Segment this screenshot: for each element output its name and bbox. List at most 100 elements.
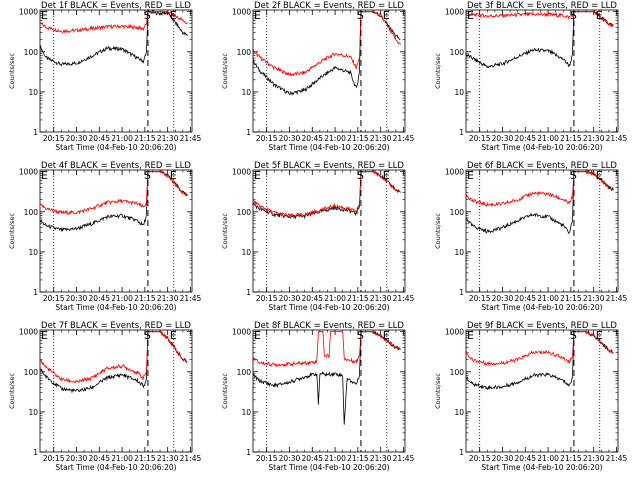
x-tick-label: 20:30 xyxy=(492,454,514,463)
chart-title: Det 5f BLACK = Events, RED = LLD xyxy=(254,161,404,171)
marker-label: E xyxy=(383,329,390,342)
x-axis-label: Start Time (04-Feb-10 20:06:20) xyxy=(55,463,176,472)
y-tick-label: 1 xyxy=(459,288,464,297)
plot-frame xyxy=(39,169,193,293)
x-tick-label: 21:15 xyxy=(560,294,582,303)
plot-frame xyxy=(39,329,193,453)
x-tick-label: 21:30 xyxy=(370,134,392,143)
x-tick-label: 20:30 xyxy=(279,454,301,463)
marker-label: E xyxy=(596,169,603,182)
x-tick-label: 21:45 xyxy=(606,294,628,303)
marker-label: S xyxy=(144,169,151,182)
x-tick-label: 20:30 xyxy=(66,134,88,143)
y-tick-label: 10 xyxy=(28,88,38,97)
y-tick-label: 100 xyxy=(450,368,465,377)
lld-series-line xyxy=(40,329,188,384)
chart-panel-3: Det 3f BLACK = Events, RED = LLD 1 10 100 10… xyxy=(434,1,628,152)
lld-series-line xyxy=(39,9,188,34)
y-tick-label: 1000 xyxy=(19,168,38,177)
lld-series-line xyxy=(252,170,401,218)
x-tick-label: 21:30 xyxy=(370,294,392,303)
x-tick-label: 21:15 xyxy=(347,134,369,143)
x-tick-label: 21:00 xyxy=(111,134,133,143)
x-tick-label: 21:30 xyxy=(583,294,605,303)
x-tick-label: 20:30 xyxy=(66,294,88,303)
x-tick-label: 20:15 xyxy=(469,134,491,143)
marker-label: E xyxy=(41,169,48,182)
chart-title: Det 1f BLACK = Events, RED = LLD xyxy=(41,1,191,11)
x-tick-label: 20:30 xyxy=(492,294,514,303)
x-tick-label: 21:00 xyxy=(111,294,133,303)
marker-label: S xyxy=(570,169,577,182)
lld-series-line xyxy=(39,169,188,215)
y-tick-label: 100 xyxy=(237,48,252,57)
y-tick-label: 1000 xyxy=(19,328,38,337)
x-axis-label: Start Time (04-Feb-10 20:06:20) xyxy=(481,303,602,312)
plot-frame xyxy=(39,9,193,133)
y-axis-label: Counts/sec xyxy=(8,213,16,249)
x-tick-label: 20:45 xyxy=(301,134,323,143)
y-tick-label: 1 xyxy=(459,128,464,137)
chart-panel-4: Det 4f BLACK = Events, RED = LLD 1 10 100 10… xyxy=(8,161,202,312)
plot-frame xyxy=(252,329,406,453)
marker-label: E xyxy=(254,169,261,182)
chart-panel-9: Det 9f BLACK = Events, RED = LLD 1 10 100 10… xyxy=(434,321,628,472)
x-tick-label: 20:30 xyxy=(66,454,88,463)
plot-frame xyxy=(465,9,619,133)
x-axis-label: Start Time (04-Feb-10 20:06:20) xyxy=(55,303,176,312)
y-tick-label: 1 xyxy=(33,288,38,297)
y-tick-label: 10 xyxy=(454,248,464,257)
x-tick-label: 20:45 xyxy=(514,454,536,463)
y-tick-label: 1000 xyxy=(232,168,251,177)
x-axis-label: Start Time (04-Feb-10 20:06:20) xyxy=(268,143,389,152)
chart-title: Det 3f BLACK = Events, RED = LLD xyxy=(467,1,617,11)
y-tick-label: 1 xyxy=(246,448,251,457)
marker-label: S xyxy=(357,169,364,182)
y-tick-label: 100 xyxy=(450,48,465,57)
chart-panel-8: Det 8f BLACK = Events, RED = LLD 1 10 100 10… xyxy=(221,321,415,472)
marker-label: S xyxy=(357,329,364,342)
x-tick-label: 20:45 xyxy=(301,294,323,303)
x-tick-label: 20:15 xyxy=(43,134,65,143)
events-series-line xyxy=(39,329,188,394)
x-tick-label: 21:00 xyxy=(324,294,346,303)
x-tick-label: 20:15 xyxy=(256,294,278,303)
x-tick-label: 20:45 xyxy=(88,134,110,143)
x-tick-label: 21:45 xyxy=(180,134,202,143)
y-tick-label: 10 xyxy=(28,248,38,257)
marker-label: E xyxy=(467,9,474,22)
x-tick-label: 21:30 xyxy=(157,134,179,143)
x-tick-label: 20:15 xyxy=(469,454,491,463)
x-tick-label: 21:45 xyxy=(393,454,415,463)
y-tick-label: 1 xyxy=(33,448,38,457)
plot-frame xyxy=(465,169,619,293)
x-tick-label: 20:45 xyxy=(88,454,110,463)
marker-label: E xyxy=(170,169,177,182)
y-tick-label: 100 xyxy=(24,208,39,217)
chart-title: Det 2f BLACK = Events, RED = LLD xyxy=(254,1,404,11)
marker-label: E xyxy=(254,329,261,342)
y-axis-label: Counts/sec xyxy=(8,373,16,409)
chart-panel-2: Det 2f BLACK = Events, RED = LLD 1 10 100 10… xyxy=(221,1,415,152)
y-tick-label: 1000 xyxy=(445,8,464,17)
chart-title: Det 4f BLACK = Events, RED = LLD xyxy=(41,161,191,171)
x-tick-label: 21:00 xyxy=(111,454,133,463)
x-tick-label: 21:15 xyxy=(134,134,156,143)
marker-label: E xyxy=(41,329,48,342)
lld-series-line xyxy=(465,9,614,28)
y-tick-label: 10 xyxy=(454,408,464,417)
y-tick-label: 1000 xyxy=(445,168,464,177)
x-tick-label: 21:15 xyxy=(560,454,582,463)
y-axis-label: Counts/sec xyxy=(434,373,442,409)
y-tick-label: 1000 xyxy=(19,8,38,17)
y-axis-label: Counts/sec xyxy=(221,53,229,89)
x-tick-label: 21:15 xyxy=(560,134,582,143)
events-series-line xyxy=(40,170,188,233)
y-tick-label: 1 xyxy=(246,288,251,297)
marker-label: E xyxy=(467,329,474,342)
y-tick-label: 10 xyxy=(241,88,251,97)
marker-label: E xyxy=(596,329,603,342)
x-tick-label: 21:00 xyxy=(537,134,559,143)
lld-series-line xyxy=(252,9,401,77)
x-tick-label: 21:00 xyxy=(537,454,559,463)
